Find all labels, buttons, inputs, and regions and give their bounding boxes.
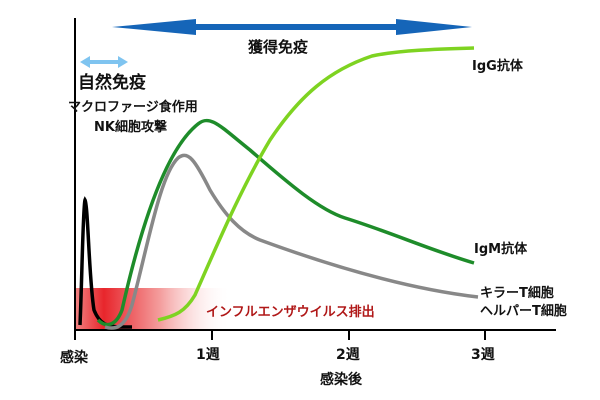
igg-curve: [157, 46, 475, 322]
x-tick-label-week-1: 1週: [196, 347, 220, 363]
x-axis-title: 感染後: [320, 372, 362, 388]
acquired-immunity-label: 獲得免疫: [248, 38, 309, 56]
innate-immunity-label: 自然免疫: [78, 73, 146, 93]
virus-shedding-label: インフルエンザウイルス排出: [206, 305, 375, 320]
x-tick-label-infection: 感染: [60, 350, 88, 366]
killer-t-cell-label: キラーT細胞: [480, 286, 554, 301]
nk-cell-attack-label: NK細胞攻撃: [94, 120, 167, 135]
helper-t-cell-label: ヘルパーT細胞: [480, 304, 567, 319]
x-tick-label-week-3: 3週: [471, 347, 495, 363]
innate-immunity-arrow-icon: [80, 56, 128, 68]
acquired-immunity-arrow-icon: [112, 19, 472, 35]
igm-antibody-label: IgM抗体: [474, 242, 528, 257]
macrophage-phagocytosis-label: マクロファージ食作用: [68, 100, 198, 115]
igm-curve: [96, 118, 475, 327]
igg-antibody-label: IgG抗体: [472, 59, 523, 74]
x-tick-label-week-2: 2週: [336, 347, 360, 363]
t-cell-curve: [104, 153, 479, 330]
